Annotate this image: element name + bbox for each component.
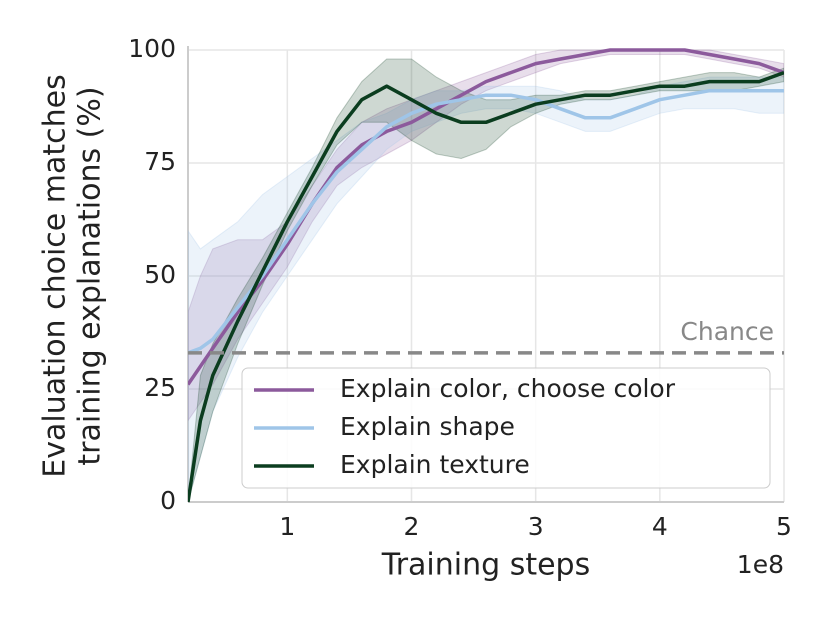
y-tick-label: 0 bbox=[160, 486, 176, 515]
chance-label: Chance bbox=[680, 317, 774, 346]
confidence-band bbox=[188, 58, 784, 503]
x-offset-text: 1e8 bbox=[737, 550, 784, 579]
y-tick-label: 75 bbox=[144, 147, 176, 176]
x-axis-label: Training steps bbox=[381, 548, 590, 583]
x-tick-label: 3 bbox=[528, 512, 544, 541]
series-line bbox=[188, 88, 784, 355]
x-tick-label: 1 bbox=[279, 512, 295, 541]
y-axis-label: training explanations (%) bbox=[73, 86, 108, 465]
y-axis-label: Evaluation choice matches bbox=[38, 74, 73, 477]
legend-label: Explain color, choose color bbox=[340, 374, 676, 403]
series-line bbox=[188, 70, 784, 503]
y-tick-label: 100 bbox=[128, 34, 176, 63]
x-tick-label: 2 bbox=[404, 512, 420, 541]
plot-area bbox=[188, 48, 784, 503]
series-line bbox=[188, 48, 784, 386]
legend-label: Explain texture bbox=[340, 450, 530, 479]
confidence-band bbox=[188, 76, 784, 503]
legend-box bbox=[241, 367, 771, 489]
y-tick-label: 25 bbox=[144, 373, 176, 402]
y-tick-label: 50 bbox=[144, 260, 176, 289]
x-tick-label: 5 bbox=[776, 512, 792, 541]
x-tick-label: 4 bbox=[652, 512, 668, 541]
legend-label: Explain shape bbox=[340, 412, 515, 441]
confidence-band bbox=[188, 49, 784, 422]
